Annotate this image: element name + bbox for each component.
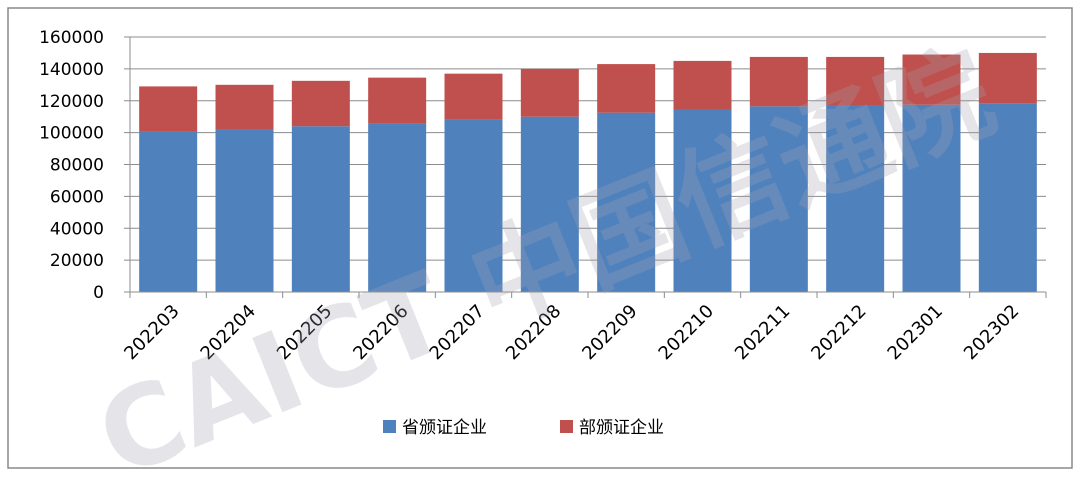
bar-segment [597,112,656,292]
bar-segment [673,109,732,292]
legend-swatch [383,420,396,433]
y-tick-label: 40000 [50,219,104,239]
bar-segment [749,56,808,107]
bar-segment [826,56,885,106]
bar-segment [291,80,350,127]
bar-segment [902,54,961,105]
bar-segment [291,126,350,292]
bar-segment [597,64,656,113]
y-tick-label: 100000 [39,124,104,144]
bar-segment [978,103,1037,292]
legend-swatch [560,420,573,433]
y-tick-label: 140000 [39,60,104,80]
bar-segment [826,105,885,292]
y-tick-label: 160000 [39,28,104,48]
bar-segment [749,106,808,292]
bar-segment [139,131,198,292]
bar-segment [215,84,274,130]
bar-segment [215,129,274,292]
y-tick-label: 20000 [50,251,104,271]
bar-segment [520,68,579,117]
bar-segment [902,104,961,292]
bar-segment [444,73,503,120]
bar-segment [673,60,732,110]
y-tick-label: 60000 [50,187,104,207]
legend-label: 省颁证企业 [402,418,487,438]
bar-segment [368,77,427,124]
bar-segment [368,123,427,292]
y-tick-label: 0 [93,283,104,303]
bar-segment [520,116,579,292]
bar-segment [444,119,503,292]
y-tick-label: 120000 [39,92,104,112]
legend-label: 部颁证企业 [579,418,664,438]
bar-segment [139,86,198,132]
bar-segment [978,52,1037,104]
y-tick-label: 80000 [50,156,104,176]
